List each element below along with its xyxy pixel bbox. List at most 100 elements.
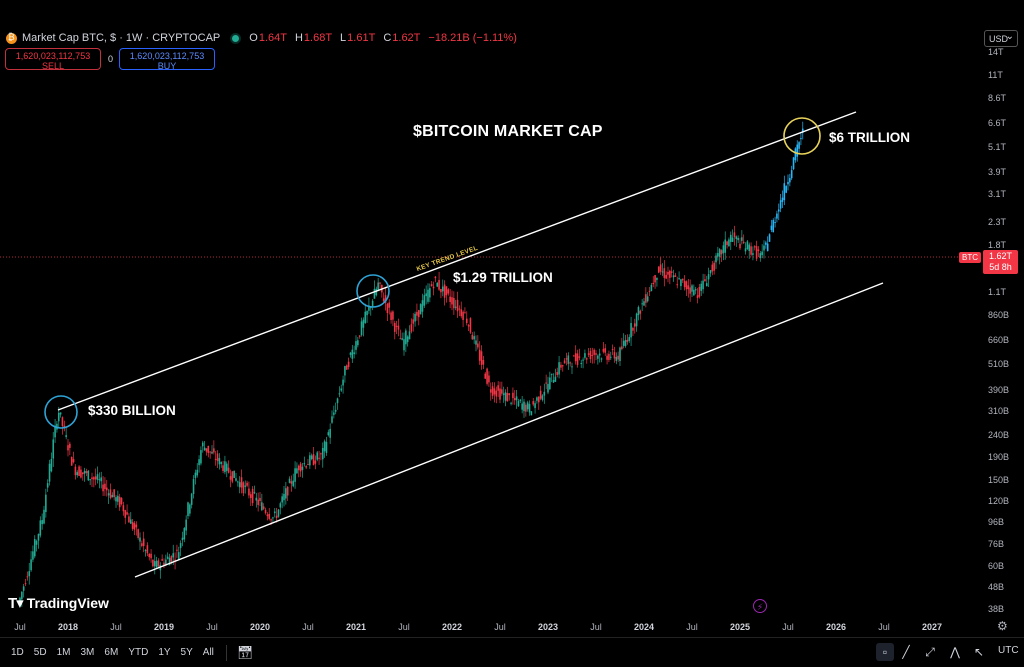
candle-body — [115, 497, 117, 502]
candle-body — [536, 397, 538, 401]
toolbar-separator — [225, 644, 227, 661]
toolbar-extra-icon[interactable]: ▫ — [876, 643, 894, 661]
candle-body — [388, 302, 391, 308]
candle-body — [609, 356, 612, 358]
candle-body — [286, 486, 289, 496]
buy-button[interactable]: 1,620,023,112,753 BUY — [119, 48, 215, 71]
x-tick-label: Jul — [110, 622, 122, 632]
candle-body — [170, 556, 173, 562]
candle-body — [554, 376, 557, 382]
candle-body — [273, 511, 276, 514]
candle-body — [469, 318, 472, 333]
x-tick-label: 2027 — [921, 622, 943, 632]
projection-candle — [785, 186, 787, 193]
y-tick-label: 1.1T — [988, 286, 1007, 297]
projection-candle — [794, 148, 797, 161]
candle-body — [757, 249, 760, 252]
candle-body — [109, 489, 112, 498]
candle-body — [497, 385, 499, 391]
candle-body — [700, 283, 703, 291]
candle-body — [763, 245, 765, 251]
candle-body — [26, 576, 29, 578]
candle-body — [59, 412, 62, 415]
candle-body — [687, 285, 690, 290]
candle-body — [646, 296, 649, 302]
candle-body — [301, 466, 304, 470]
timezone-label[interactable]: UTC — [998, 645, 1019, 656]
candle-body — [630, 323, 632, 338]
symbol-title[interactable]: Market Cap BTC, $ · 1W · CRYPTOCAP — [22, 32, 221, 44]
candle-body — [493, 388, 496, 395]
candle-body — [74, 466, 77, 476]
candle-body — [488, 375, 490, 383]
candle-body — [501, 389, 503, 394]
timeframe-1y[interactable]: 1Y — [158, 647, 171, 658]
candle-body — [144, 550, 147, 552]
timeframe-6m[interactable]: 6M — [104, 647, 119, 658]
timeframe-5d[interactable]: 5D — [33, 647, 47, 658]
timeframe-1m[interactable]: 1M — [56, 647, 71, 658]
candle-body — [316, 452, 319, 460]
candle-body — [713, 262, 715, 271]
pattern-tool-icon[interactable]: ⋀ — [950, 645, 960, 659]
x-tick-label: Jul — [782, 622, 794, 632]
projection-candle — [776, 213, 778, 219]
candle-body — [102, 484, 104, 492]
date-range-calendar-icon[interactable]: 📅︎ — [236, 644, 254, 660]
candle-body — [635, 313, 638, 327]
candle-body — [142, 538, 145, 547]
candle-body — [755, 246, 758, 259]
candle-body — [292, 480, 295, 487]
candle-body — [224, 461, 226, 473]
candle-body — [41, 520, 43, 525]
candle-body — [683, 280, 686, 288]
y-tick-label: 38B — [988, 604, 1005, 614]
ray-tool-icon[interactable]: ⤢ — [925, 645, 935, 659]
candle-body — [549, 377, 551, 390]
timeframe-5y[interactable]: 5Y — [180, 647, 193, 658]
cursor-tool-icon[interactable]: ↖ — [973, 645, 985, 659]
candle-body — [275, 515, 278, 518]
candle-body — [242, 482, 245, 494]
candle-body — [643, 301, 645, 306]
candle-body — [587, 353, 590, 355]
candle-body — [283, 493, 285, 501]
y-tick-label: 150B — [988, 474, 1010, 485]
candle-body — [358, 335, 361, 337]
projection-candle — [798, 142, 800, 149]
candles-group — [19, 121, 804, 608]
timeframe-ytd[interactable]: YTD — [128, 647, 149, 658]
x-tick-label: 2024 — [633, 622, 655, 632]
candle-body — [152, 559, 154, 567]
currency-selector[interactable]: USD — [984, 28, 1018, 47]
candle-body — [659, 264, 662, 272]
candle-body — [310, 455, 313, 460]
chart-title: $BITCOIN MARKET CAP — [413, 123, 603, 140]
x-tick-label: Jul — [878, 622, 890, 632]
candle-body — [563, 360, 566, 364]
x-tick-label: 2025 — [729, 622, 751, 632]
lightning-icon[interactable]: ⚡ — [753, 599, 767, 613]
timeframe-3m[interactable]: 3M — [80, 647, 95, 658]
projection-candle — [781, 197, 784, 202]
settings-gear-icon[interactable]: ⚙ — [997, 619, 1008, 633]
trend-line-tool-icon[interactable]: ╱ — [902, 645, 910, 659]
candle-body — [613, 352, 616, 359]
timeframe-all[interactable]: All — [202, 647, 214, 658]
candle-body — [560, 364, 562, 368]
candle-body — [746, 241, 749, 250]
sell-button[interactable]: 1,620,023,112,753 SELL — [5, 48, 101, 71]
x-tick-label: 2021 — [345, 622, 367, 632]
candle-body — [331, 416, 333, 423]
timeframe-1d[interactable]: 1D — [11, 647, 24, 658]
candle-body — [67, 445, 69, 451]
candle-body — [21, 591, 23, 600]
candle-body — [729, 234, 732, 242]
candle-body — [307, 463, 309, 465]
y-tick-label: 6.6T — [988, 117, 1007, 128]
candle-body — [216, 453, 219, 462]
projection-candle — [789, 178, 791, 183]
candle-body — [693, 289, 695, 296]
candle-body — [733, 232, 736, 238]
